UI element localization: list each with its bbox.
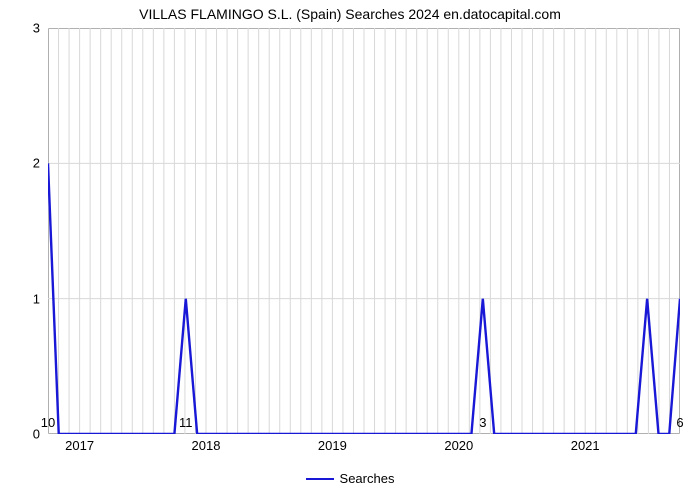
x-tick-label: 2019 [318,438,347,453]
legend-swatch [306,478,334,480]
legend-label: Searches [340,471,395,486]
y-tick-label: 0 [33,427,40,442]
chart-container: { "chart": { "type": "line", "title": "V… [0,0,700,500]
inline-month-label: 10 [41,415,55,430]
y-tick-label: 1 [33,291,40,306]
inline-month-label: 11 [179,415,193,430]
x-tick-label: 2018 [192,438,221,453]
x-tick-label: 2017 [65,438,94,453]
x-tick-label: 2020 [444,438,473,453]
chart-title: VILLAS FLAMINGO S.L. (Spain) Searches 20… [0,0,700,22]
y-tick-label: 2 [33,156,40,171]
series-layer [48,28,680,434]
inline-month-label: 6 [676,415,683,430]
plot-area: 101136 [48,28,680,434]
x-tick-label: 2021 [571,438,600,453]
series-line-searches [48,163,680,434]
legend: Searches [0,470,700,486]
inline-month-label: 3 [479,415,486,430]
y-tick-label: 3 [33,21,40,36]
